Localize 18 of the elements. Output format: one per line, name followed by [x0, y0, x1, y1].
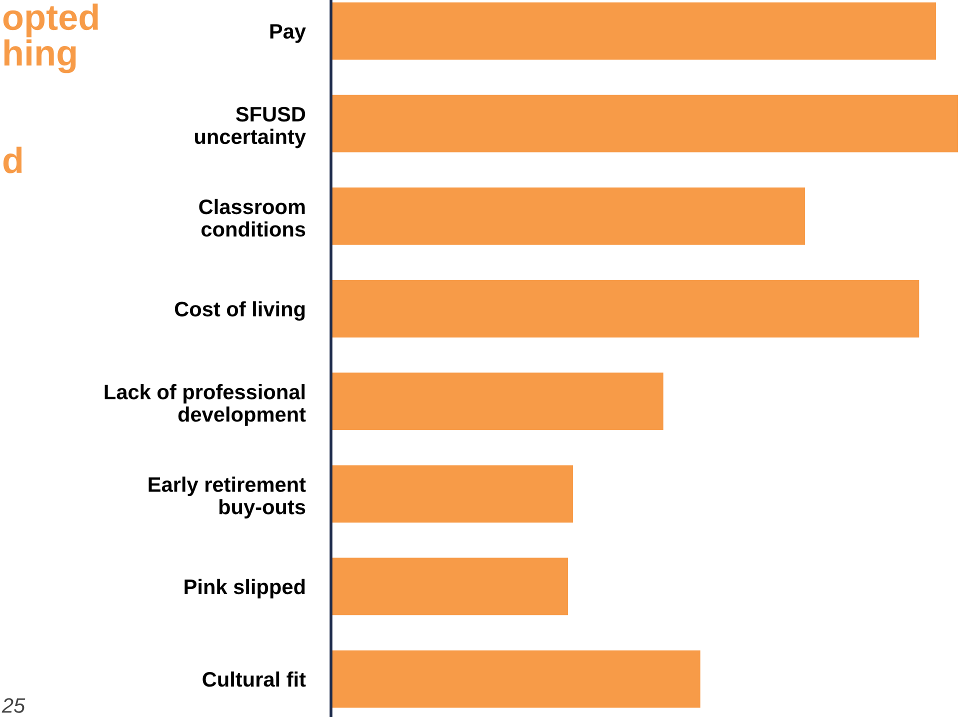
bar: [331, 465, 574, 523]
y-tick-label: Early retirement buy-outs: [148, 476, 306, 518]
y-tick-label: Pay: [270, 24, 306, 43]
y-tick-label: SFUSD uncertainty: [195, 106, 306, 148]
bar: [331, 2, 936, 60]
y-tick-label: Cultural fit: [202, 671, 306, 687]
y-tick-label: Pink slipped: [184, 578, 305, 598]
bar: [331, 280, 920, 338]
bar: [331, 187, 806, 245]
bar: [331, 558, 568, 616]
bar: [331, 94, 958, 152]
y-tick-label: Lack of professional development: [104, 384, 306, 426]
text: 25: [2, 698, 26, 713]
bar: [331, 372, 664, 430]
bar: [331, 650, 700, 708]
y-tick-label: Cost of living: [174, 301, 305, 321]
y-tick-label: Classroom conditions: [199, 198, 306, 237]
text: opted hing d: [3, 4, 98, 174]
